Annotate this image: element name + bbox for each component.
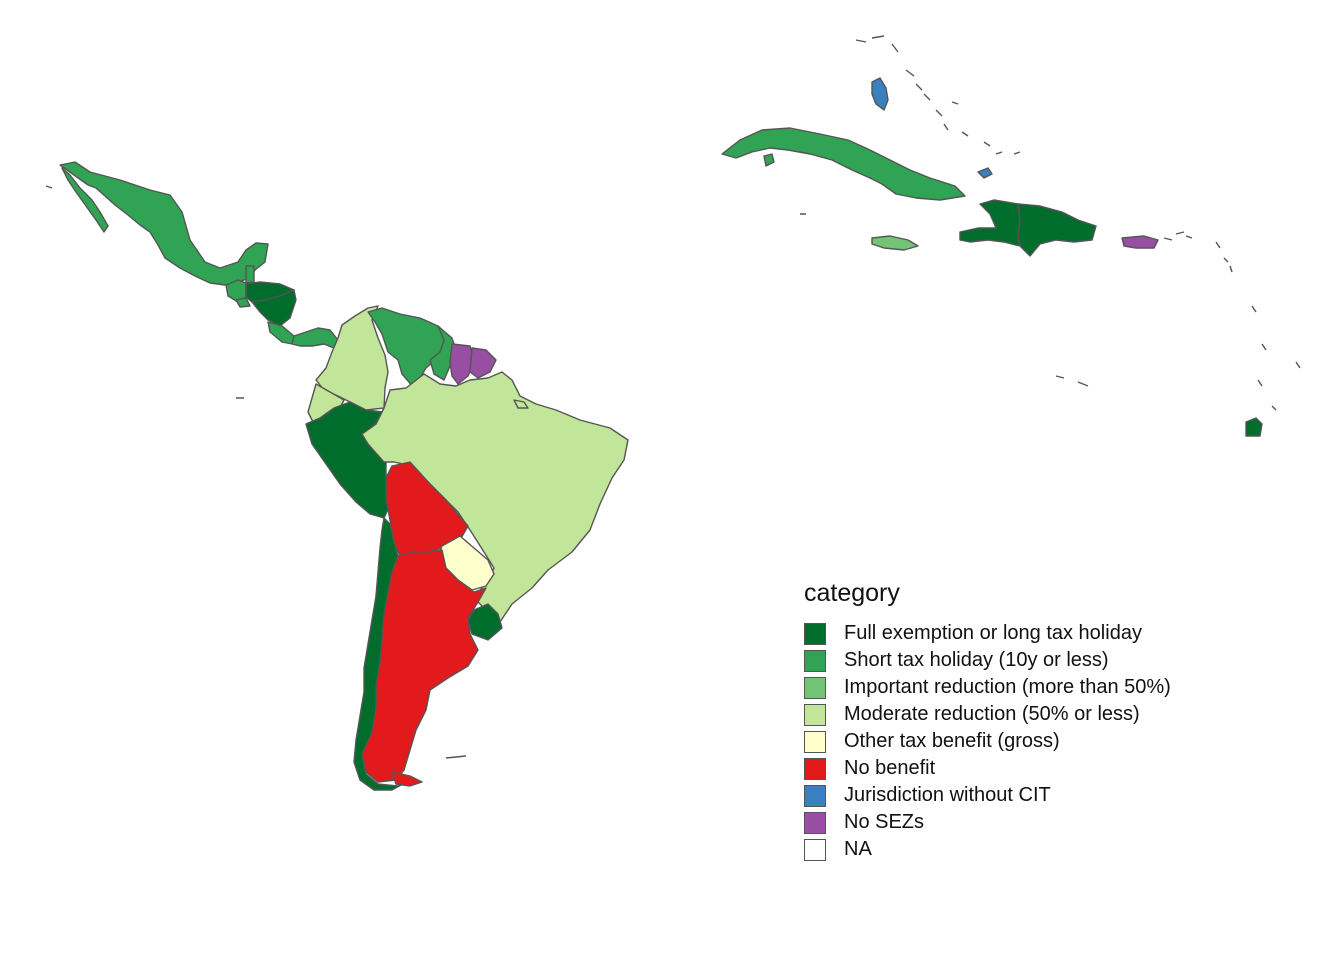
legend-swatch <box>804 757 826 780</box>
legend-swatch <box>804 622 826 645</box>
region-french-guiana <box>469 347 497 379</box>
region-trinidad <box>1245 417 1263 437</box>
region-tierra-del-fuego-argentina <box>391 771 423 787</box>
legend-items: Full exemption or long tax holiday Short … <box>804 620 1171 863</box>
region-bahamas-small <box>977 167 993 179</box>
legend-item-nocit: Jurisdiction without CIT <box>804 782 1171 809</box>
legend-item-full: Full exemption or long tax holiday <box>804 620 1171 647</box>
legend-label: No SEZs <box>844 811 925 833</box>
region-venezuela <box>367 307 449 389</box>
region-isla-juventud <box>763 153 775 167</box>
legend-swatch <box>804 784 826 807</box>
legend-swatch <box>804 811 826 834</box>
legend-label: NA <box>844 838 872 860</box>
region-el-salvador <box>235 297 251 308</box>
region-belize <box>245 265 255 284</box>
legend-item-other: Other tax benefit (gross) <box>804 728 1171 755</box>
legend-item-nosez: No SEZs <box>804 809 1171 836</box>
legend-title: category <box>804 579 900 607</box>
legend-label: No benefit <box>844 757 936 779</box>
region-puerto-rico <box>1121 235 1159 249</box>
legend-item-na: NA <box>804 836 1171 863</box>
region-panama <box>291 327 339 349</box>
region-baja-california <box>61 167 109 233</box>
region-jamaica <box>871 235 919 251</box>
legend-label: Important reduction (more than 50%) <box>844 676 1171 698</box>
legend-item-moderate: Moderate reduction (50% or less) <box>804 701 1171 728</box>
region-bahamas-andros <box>871 77 889 111</box>
legend-swatch <box>804 676 826 699</box>
legend-item-important: Important reduction (more than 50%) <box>804 674 1171 701</box>
map-legend: category Full exemption or long tax holi… <box>804 578 1171 863</box>
region-haiti <box>959 199 1021 247</box>
legend-swatch <box>804 703 826 726</box>
legend-label: Full exemption or long tax holiday <box>844 622 1142 644</box>
legend-label: Short tax holiday (10y or less) <box>844 649 1109 671</box>
region-mexico <box>59 161 269 286</box>
legend-label: Jurisdiction without CIT <box>844 784 1051 806</box>
na-island-outlines <box>45 35 1301 759</box>
region-cuba <box>721 127 966 201</box>
region-suriname <box>449 343 475 385</box>
legend-swatch <box>804 730 826 753</box>
region-colombia <box>315 305 389 411</box>
region-dominican-republic <box>1017 203 1097 257</box>
region-peru <box>305 401 391 519</box>
legend-swatch <box>804 838 826 861</box>
region-costa-rica <box>267 321 295 345</box>
legend-label: Other tax benefit (gross) <box>844 730 1060 752</box>
legend-swatch <box>804 649 826 672</box>
legend-item-none: No benefit <box>804 755 1171 782</box>
region-nicaragua <box>251 289 297 327</box>
legend-label: Moderate reduction (50% or less) <box>844 703 1140 725</box>
legend-item-short: Short tax holiday (10y or less) <box>804 647 1171 674</box>
